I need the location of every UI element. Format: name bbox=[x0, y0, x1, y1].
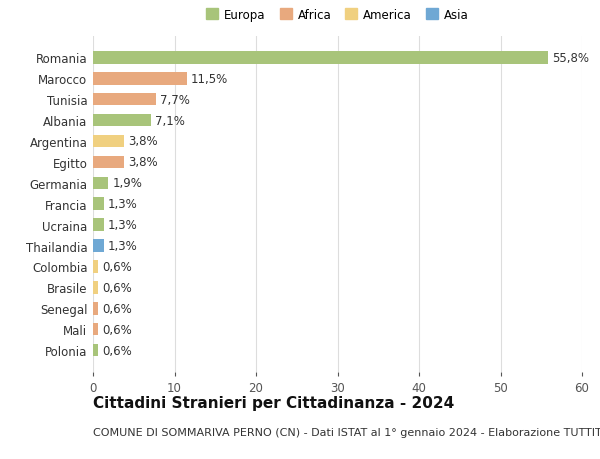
Text: Cittadini Stranieri per Cittadinanza - 2024: Cittadini Stranieri per Cittadinanza - 2… bbox=[93, 395, 454, 410]
Text: 1,3%: 1,3% bbox=[107, 198, 137, 211]
Text: 11,5%: 11,5% bbox=[191, 73, 228, 85]
Bar bbox=[93, 73, 187, 85]
Text: 1,3%: 1,3% bbox=[107, 240, 137, 252]
Text: 0,6%: 0,6% bbox=[102, 344, 132, 357]
Bar bbox=[93, 219, 104, 231]
Text: 7,1%: 7,1% bbox=[155, 114, 185, 127]
Text: 1,9%: 1,9% bbox=[113, 177, 142, 190]
Bar bbox=[93, 177, 109, 190]
Text: 3,8%: 3,8% bbox=[128, 156, 158, 169]
Text: 7,7%: 7,7% bbox=[160, 94, 190, 106]
Text: 3,8%: 3,8% bbox=[128, 135, 158, 148]
Bar bbox=[93, 261, 98, 273]
Bar bbox=[93, 198, 104, 211]
Bar bbox=[93, 156, 124, 169]
Bar bbox=[93, 94, 156, 106]
Text: 0,6%: 0,6% bbox=[102, 281, 132, 294]
Text: 0,6%: 0,6% bbox=[102, 260, 132, 273]
Bar bbox=[93, 323, 98, 336]
Text: 0,6%: 0,6% bbox=[102, 323, 132, 336]
Bar bbox=[93, 52, 548, 64]
Bar bbox=[93, 281, 98, 294]
Bar bbox=[93, 115, 151, 127]
Bar bbox=[93, 344, 98, 357]
Text: COMUNE DI SOMMARIVA PERNO (CN) - Dati ISTAT al 1° gennaio 2024 - Elaborazione TU: COMUNE DI SOMMARIVA PERNO (CN) - Dati IS… bbox=[93, 427, 600, 437]
Legend: Europa, Africa, America, Asia: Europa, Africa, America, Asia bbox=[204, 6, 471, 24]
Bar bbox=[93, 302, 98, 315]
Text: 1,3%: 1,3% bbox=[107, 218, 137, 232]
Bar bbox=[93, 240, 104, 252]
Bar bbox=[93, 135, 124, 148]
Text: 55,8%: 55,8% bbox=[552, 52, 589, 65]
Text: 0,6%: 0,6% bbox=[102, 302, 132, 315]
